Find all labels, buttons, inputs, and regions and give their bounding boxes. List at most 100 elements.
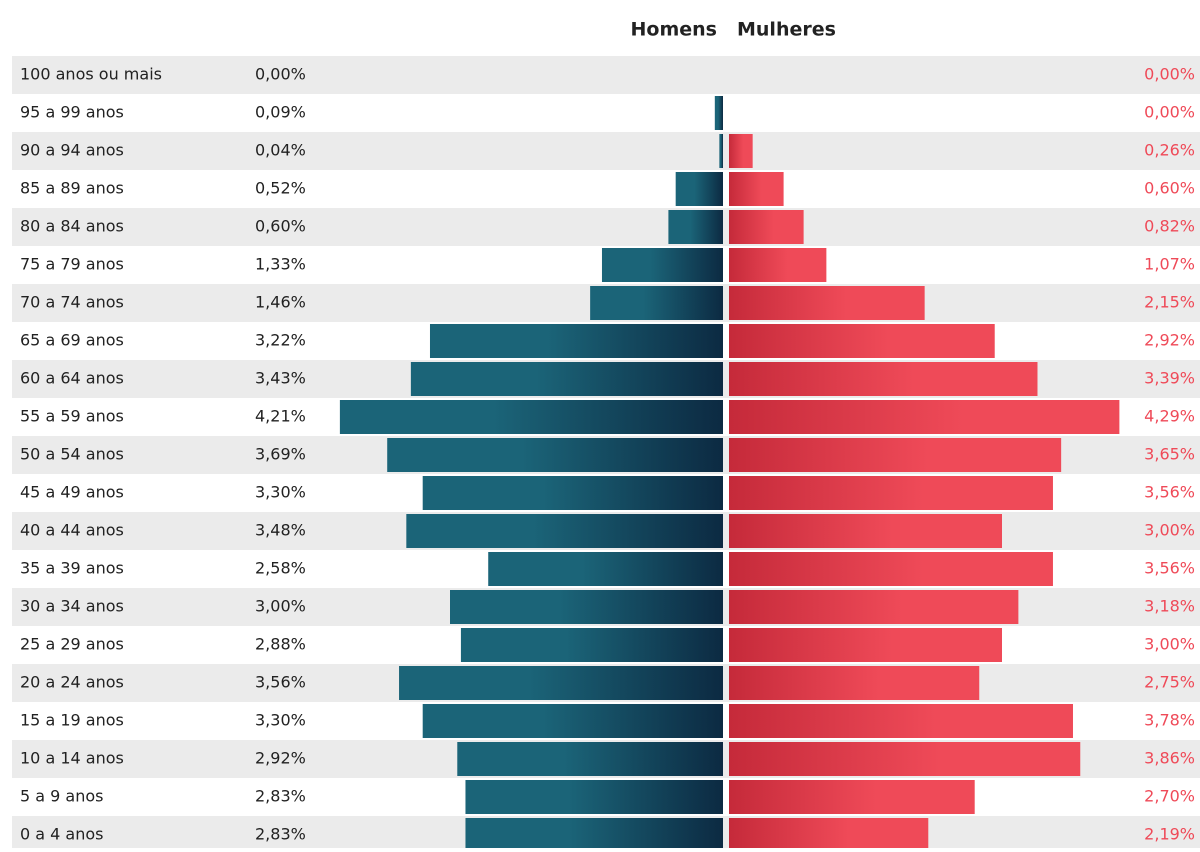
male-bar: [668, 210, 723, 244]
male-bar: [339, 400, 723, 434]
female-value-label: 3,39%: [1144, 369, 1195, 388]
female-bar: [729, 438, 1062, 472]
row-band: [12, 56, 1200, 94]
category-label: 55 a 59 anos: [20, 407, 124, 426]
female-bar: [729, 134, 753, 168]
female-value-label: 1,07%: [1144, 255, 1195, 274]
female-value-label: 4,29%: [1144, 407, 1195, 426]
male-bar: [399, 666, 723, 700]
category-label: 75 a 79 anos: [20, 255, 124, 274]
female-bar: [729, 628, 1002, 662]
female-value-label: 2,75%: [1144, 673, 1195, 692]
male-value-label: 3,30%: [255, 483, 306, 502]
category-label: 65 a 69 anos: [20, 331, 124, 350]
female-value-label: 0,82%: [1144, 217, 1195, 236]
female-bar: [729, 742, 1081, 776]
category-label: 80 a 84 anos: [20, 217, 124, 236]
female-value-label: 0,60%: [1144, 179, 1195, 198]
male-value-label: 3,48%: [255, 521, 306, 540]
female-bar: [729, 780, 975, 814]
female-bar: [729, 400, 1120, 434]
male-bar: [457, 742, 723, 776]
category-label: 25 a 29 anos: [20, 635, 124, 654]
male-bar: [450, 590, 723, 624]
female-bar: [729, 324, 995, 358]
male-bar: [719, 134, 723, 168]
female-value-label: 3,65%: [1144, 445, 1195, 464]
male-bar: [714, 96, 723, 130]
category-label: 5 a 9 anos: [20, 787, 104, 806]
female-bar: [729, 666, 980, 700]
male-value-label: 1,46%: [255, 293, 306, 312]
legend-homens: Homens: [631, 19, 717, 41]
male-value-label: 4,21%: [255, 407, 306, 426]
category-label: 100 anos ou mais: [20, 65, 162, 84]
female-value-label: 2,19%: [1144, 825, 1195, 844]
row-band: [12, 208, 1200, 246]
female-value-label: 0,00%: [1144, 103, 1195, 122]
female-bar: [729, 552, 1053, 586]
male-value-label: 3,22%: [255, 331, 306, 350]
male-bar: [675, 172, 723, 206]
female-value-label: 3,18%: [1144, 597, 1195, 616]
category-label: 70 a 74 anos: [20, 293, 124, 312]
category-label: 10 a 14 anos: [20, 749, 124, 768]
male-value-label: 2,83%: [255, 787, 306, 806]
male-bar: [387, 438, 723, 472]
male-bar: [488, 552, 723, 586]
female-value-label: 0,00%: [1144, 65, 1195, 84]
female-value-label: 2,70%: [1144, 787, 1195, 806]
male-bar: [422, 476, 723, 510]
male-bar: [422, 704, 723, 738]
female-value-label: 3,00%: [1144, 521, 1195, 540]
female-bar: [729, 514, 1002, 548]
female-bar: [729, 590, 1019, 624]
female-value-label: 3,56%: [1144, 559, 1195, 578]
male-bar: [601, 248, 723, 282]
category-label: 40 a 44 anos: [20, 521, 124, 540]
category-label: 95 a 99 anos: [20, 103, 124, 122]
category-label: 0 a 4 anos: [20, 825, 104, 844]
category-label: 35 a 39 anos: [20, 559, 124, 578]
male-bar: [465, 818, 723, 852]
category-label: 30 a 34 anos: [20, 597, 124, 616]
female-value-label: 3,00%: [1144, 635, 1195, 654]
female-bar: [729, 286, 925, 320]
male-value-label: 3,30%: [255, 711, 306, 730]
male-value-label: 0,60%: [255, 217, 306, 236]
male-value-label: 2,88%: [255, 635, 306, 654]
male-value-label: 0,00%: [255, 65, 306, 84]
category-label: 45 a 49 anos: [20, 483, 124, 502]
category-label: 20 a 24 anos: [20, 673, 124, 692]
female-value-label: 3,56%: [1144, 483, 1195, 502]
category-label: 85 a 89 anos: [20, 179, 124, 198]
female-value-label: 0,26%: [1144, 141, 1195, 160]
male-value-label: 3,00%: [255, 597, 306, 616]
category-label: 15 a 19 anos: [20, 711, 124, 730]
male-bar: [429, 324, 723, 358]
male-value-label: 3,56%: [255, 673, 306, 692]
category-label: 50 a 54 anos: [20, 445, 124, 464]
female-bar: [729, 818, 929, 852]
female-value-label: 3,86%: [1144, 749, 1195, 768]
row-band: [12, 132, 1200, 170]
legend-mulheres: Mulheres: [737, 19, 836, 41]
male-bar: [590, 286, 723, 320]
female-bar: [729, 210, 804, 244]
category-label: 60 a 64 anos: [20, 369, 124, 388]
female-value-label: 3,78%: [1144, 711, 1195, 730]
male-value-label: 0,52%: [255, 179, 306, 198]
male-value-label: 2,58%: [255, 559, 306, 578]
category-label: 90 a 94 anos: [20, 141, 124, 160]
male-value-label: 3,43%: [255, 369, 306, 388]
male-value-label: 0,09%: [255, 103, 306, 122]
male-value-label: 3,69%: [255, 445, 306, 464]
male-value-label: 1,33%: [255, 255, 306, 274]
female-bar: [729, 362, 1038, 396]
male-value-label: 2,92%: [255, 749, 306, 768]
male-bar: [465, 780, 723, 814]
male-bar: [410, 362, 723, 396]
female-bar: [729, 172, 784, 206]
male-bar: [406, 514, 723, 548]
